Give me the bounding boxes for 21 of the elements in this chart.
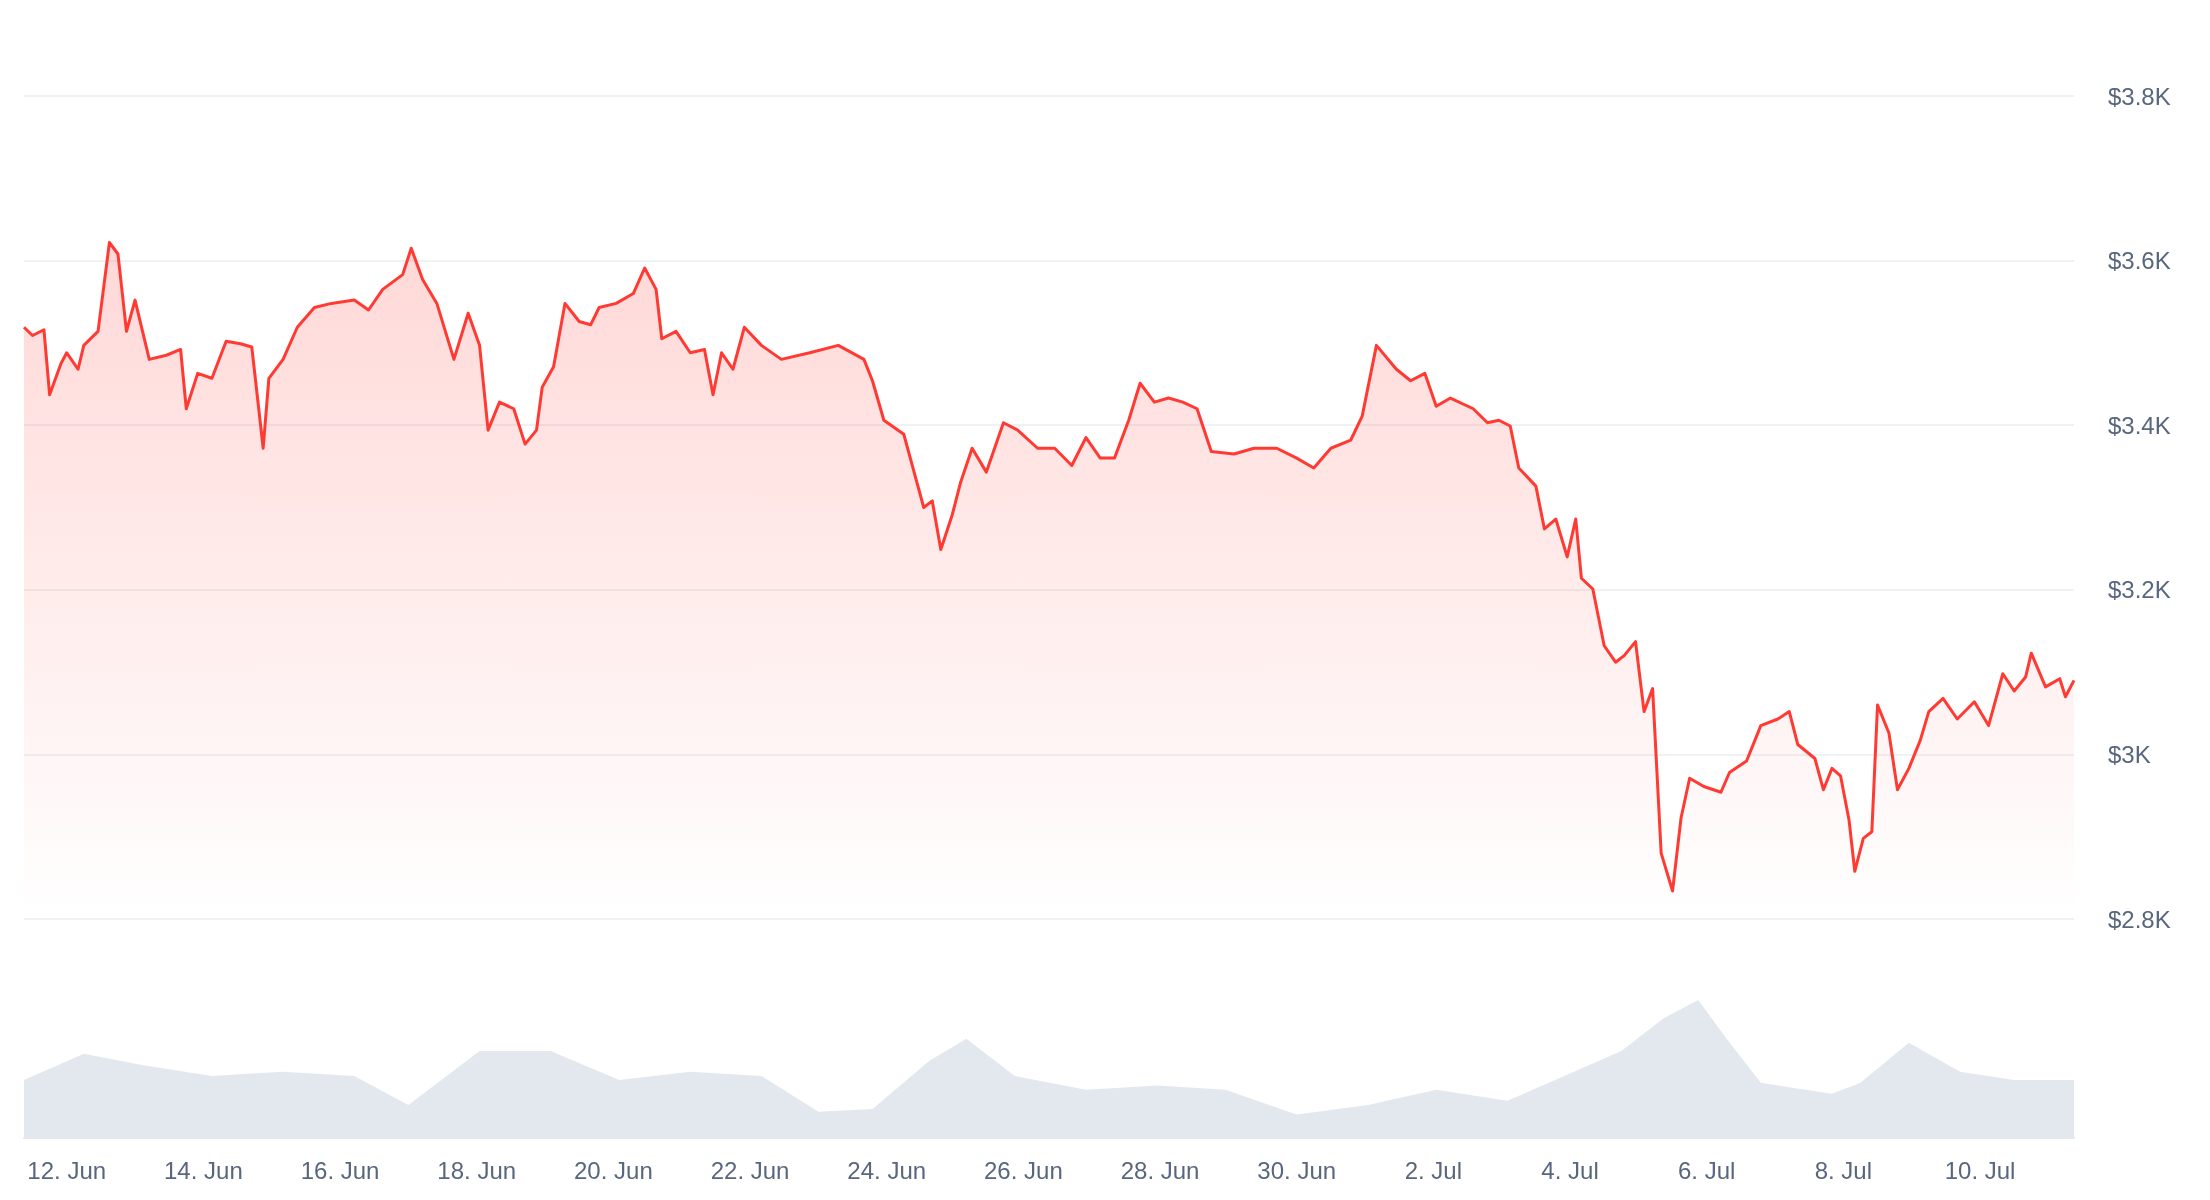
x-tick-label: 6. Jul: [1678, 1156, 1736, 1184]
x-tick-label: 12. Jun: [27, 1156, 107, 1184]
x-tick-label: 4. Jul: [1541, 1156, 1599, 1184]
y-tick-label: $2.8K: [2108, 905, 2171, 933]
x-tick-label: 18. Jun: [437, 1156, 517, 1184]
y-tick-label: $3K: [2108, 740, 2151, 768]
x-tick-label: 28. Jun: [1120, 1156, 1200, 1184]
x-tick-label: 8. Jul: [1814, 1156, 1873, 1184]
x-tick-label: 10. Jul: [1944, 1156, 2016, 1184]
x-tick-label: 16. Jun: [300, 1156, 380, 1184]
x-tick-label: 24. Jun: [847, 1156, 927, 1184]
y-tick-label: $3.4K: [2108, 411, 2171, 439]
y-tick-label: $3.6K: [2108, 247, 2171, 275]
y-tick-label: $3.2K: [2108, 576, 2171, 604]
x-tick-label: 22. Jun: [710, 1156, 790, 1184]
x-tick-label: 26. Jun: [984, 1156, 1063, 1184]
x-tick-label: 14. Jun: [164, 1156, 243, 1184]
y-tick-label: $3.8K: [2108, 82, 2171, 110]
x-tick-label: 2. Jul: [1404, 1156, 1463, 1184]
x-tick-label: 30. Jun: [1257, 1156, 1337, 1184]
x-tick-label: 20. Jun: [574, 1156, 653, 1184]
